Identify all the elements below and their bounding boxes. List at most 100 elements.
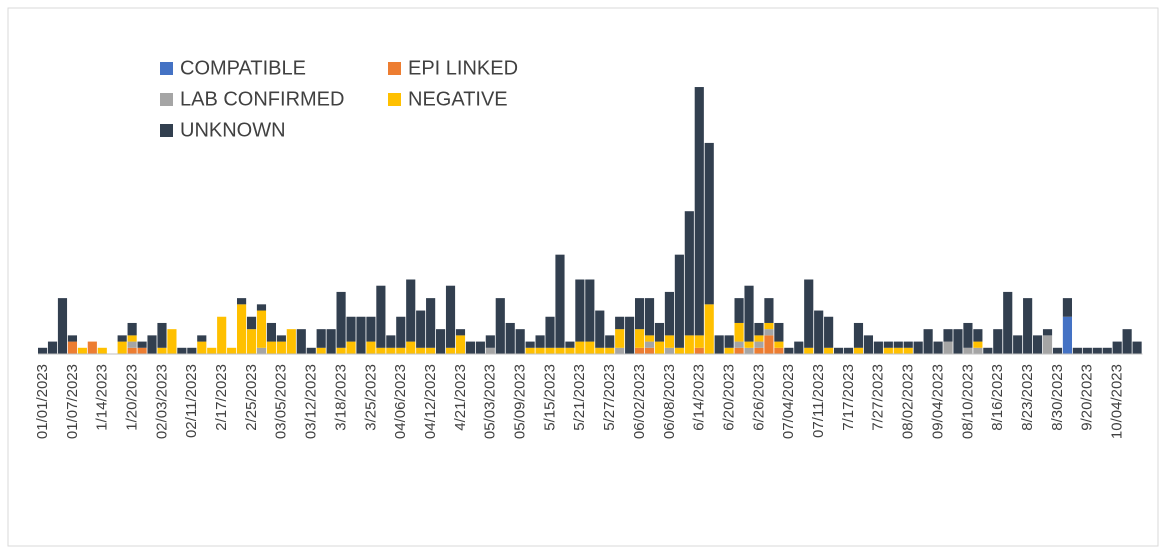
bar-segment — [475, 341, 485, 354]
x-tick-label: 01/01/2023 — [34, 364, 51, 439]
bar-segment — [1102, 347, 1112, 354]
bar-segment — [744, 285, 754, 342]
bar-segment — [57, 298, 68, 354]
legend-label: EPI LINKED — [408, 57, 518, 79]
legend-swatch — [388, 62, 401, 75]
bar-segment — [654, 322, 665, 342]
bar-segment — [824, 347, 834, 354]
bar-segment — [565, 341, 575, 348]
bar-segment — [774, 322, 784, 342]
bar-segment — [973, 329, 983, 342]
bar-segment — [376, 285, 386, 348]
bar-segment — [266, 322, 277, 342]
bar-segment — [406, 341, 416, 354]
x-tick-label: 3/25/2023 — [362, 364, 379, 431]
bar-segment — [217, 316, 227, 354]
bar-segment — [903, 341, 913, 348]
bar-segment — [644, 347, 655, 354]
x-tick-label: 1/14/2023 — [94, 364, 111, 431]
bar-segment — [983, 347, 993, 354]
x-tick-label: 5/15/2023 — [541, 364, 558, 431]
bar-segment — [187, 347, 197, 354]
bar-segment — [664, 347, 675, 354]
bar-segment — [764, 329, 774, 336]
bar-segment — [973, 347, 983, 354]
bar-segment — [804, 279, 814, 348]
bar-segment — [416, 310, 426, 348]
bar-segment — [445, 347, 456, 354]
x-tick-label: 8/16/2023 — [989, 364, 1006, 431]
legend-label: NEGATIVE — [408, 88, 508, 110]
x-tick-label: 2/17/2023 — [213, 364, 230, 431]
bar-segment — [704, 142, 714, 305]
bar-segment — [77, 347, 87, 354]
bar-segment — [67, 341, 78, 354]
x-tick-label: 05/03/2023 — [482, 364, 499, 439]
bar-segment — [386, 347, 396, 354]
bar-segment — [306, 347, 316, 354]
bar-segment — [635, 347, 645, 354]
bar-segment — [346, 316, 356, 342]
bar-segment — [585, 341, 595, 354]
bar-segment — [724, 347, 734, 354]
bar-segment — [923, 329, 933, 354]
bar-segment — [545, 316, 555, 348]
x-tick-label: 6/20/2023 — [720, 364, 737, 431]
bar-segment — [366, 341, 376, 354]
bar-segment — [545, 347, 555, 354]
bar-segment — [1042, 335, 1053, 354]
bar-segment — [97, 347, 107, 354]
bar-segment — [147, 335, 157, 354]
bar-segment — [276, 335, 286, 342]
bar-segment — [127, 335, 137, 342]
bar-segment — [664, 291, 675, 336]
bar-segment — [694, 347, 704, 354]
bar-segment — [575, 279, 585, 342]
bar-segment — [1023, 298, 1033, 354]
bar-segment — [336, 291, 346, 348]
legend-label: UNKNOWN — [180, 119, 286, 141]
bar-segment — [117, 341, 127, 354]
x-tick-label: 09/04/2023 — [929, 364, 946, 439]
bar-segment — [555, 254, 565, 348]
bar-segment — [1052, 347, 1063, 354]
bar-segment — [774, 347, 784, 354]
bar-segment — [227, 347, 237, 354]
bar-segment — [764, 335, 774, 354]
x-tick-label: 3/18/2023 — [332, 364, 349, 431]
legend-label: COMPATIBLE — [180, 57, 306, 79]
bar-segment — [426, 298, 436, 348]
x-tick-label: 7/27/2023 — [870, 364, 887, 431]
bar-segment — [237, 298, 247, 305]
bar-segment — [565, 347, 575, 354]
bar-segment — [724, 335, 734, 348]
bar-segment — [455, 329, 466, 336]
bar-segment — [1112, 341, 1122, 354]
bar-segment — [406, 279, 416, 342]
bar-segment — [774, 341, 784, 348]
bar-segment — [654, 341, 665, 354]
x-tick-label: 05/09/2023 — [512, 364, 529, 439]
bar-segment — [127, 341, 137, 348]
bar-segment — [814, 310, 824, 354]
bar-segment — [426, 347, 436, 354]
bar-segment — [863, 335, 874, 354]
bar-segment — [605, 347, 615, 354]
bar-segment — [1122, 329, 1132, 354]
bar-segment — [1062, 298, 1073, 317]
bar-segment — [764, 322, 774, 330]
bar-segment — [535, 335, 545, 348]
bar-segment — [595, 347, 605, 354]
bar-segment — [903, 347, 913, 354]
bar-segment — [794, 341, 804, 354]
x-tick-label: 8/30/2023 — [1049, 364, 1066, 431]
bar-segment — [644, 298, 655, 336]
bar-segment — [1132, 341, 1142, 354]
x-tick-label: 7/17/2023 — [840, 364, 857, 431]
bar-segment — [177, 347, 187, 354]
bar-segment — [973, 341, 983, 348]
bar-segment — [356, 316, 366, 354]
bar-segment — [664, 335, 675, 348]
x-tick-label: 08/02/2023 — [900, 364, 917, 439]
bar-segment — [635, 298, 645, 330]
